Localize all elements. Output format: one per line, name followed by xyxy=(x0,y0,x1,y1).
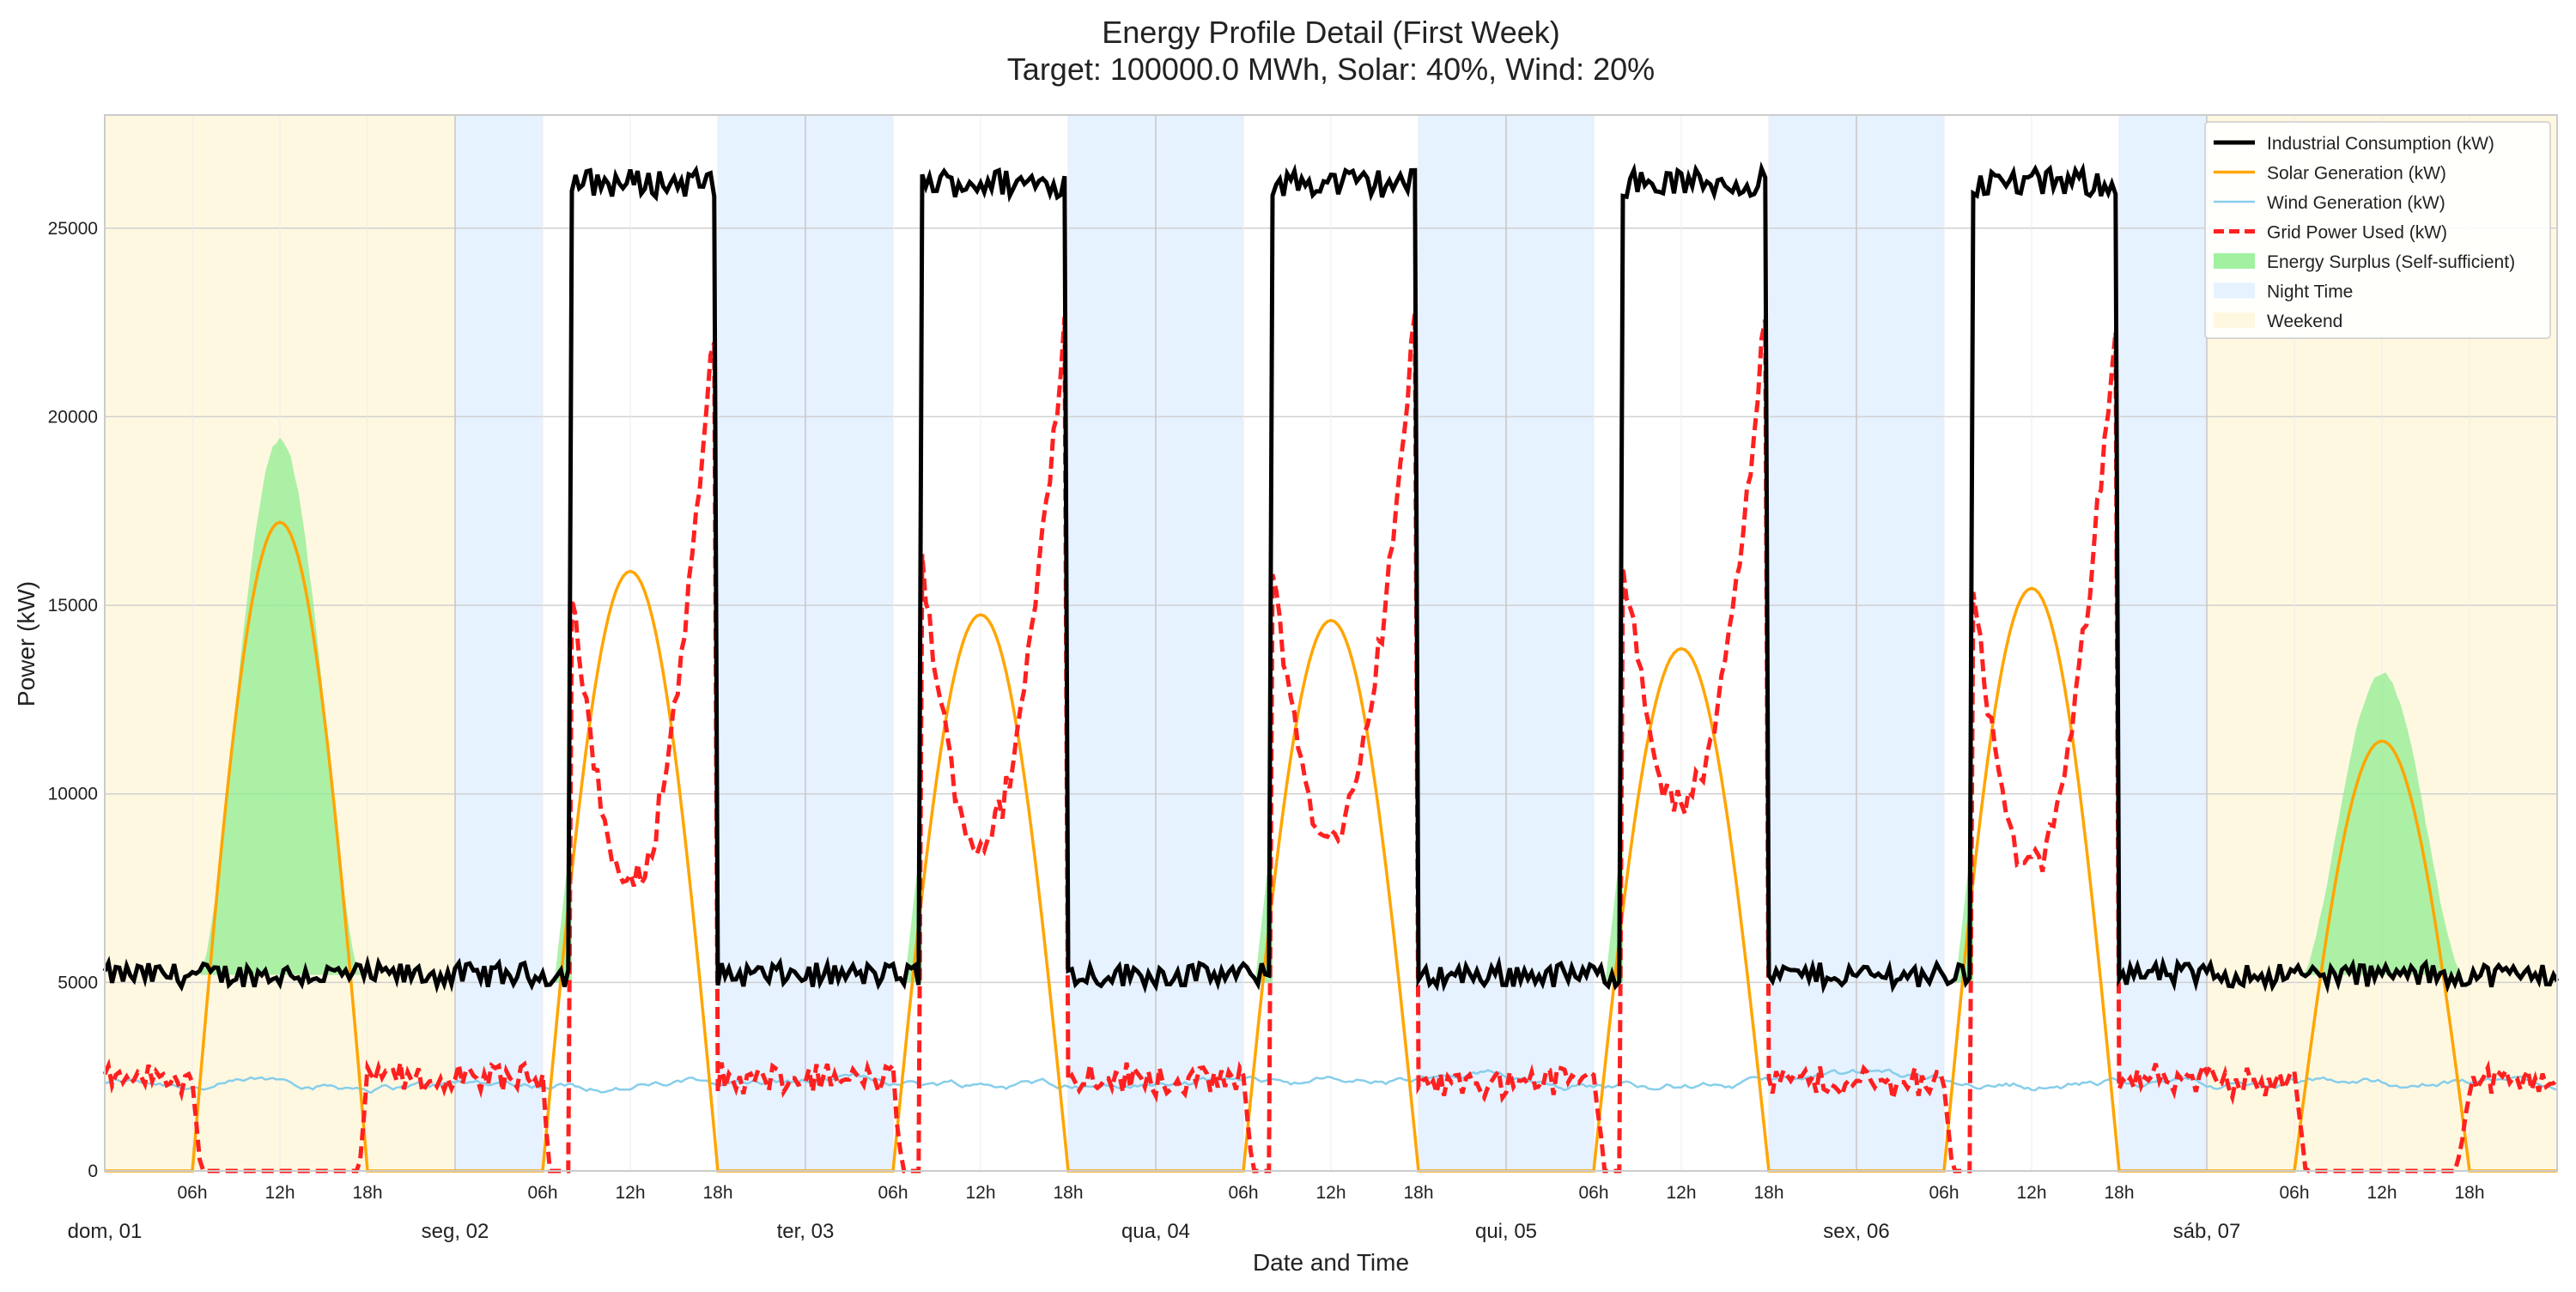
surplus-area xyxy=(199,437,361,977)
legend-swatch-night xyxy=(2214,282,2255,299)
x-hour-tick-label: 12h xyxy=(2016,1183,2046,1203)
night-band xyxy=(718,115,805,1171)
x-hour-tick-label: 06h xyxy=(527,1183,557,1203)
legend-label-wind: Wind Generation (kW) xyxy=(2267,193,2445,213)
y-axis-label: Power (kW) xyxy=(13,581,39,707)
night-band xyxy=(455,115,543,1171)
chart-title-line1: Energy Profile Detail (First Week) xyxy=(1102,15,1559,50)
y-tick-label: 20000 xyxy=(48,407,98,427)
legend-label-weekend: Weekend xyxy=(2267,312,2342,331)
y-tick-label: 25000 xyxy=(48,219,98,239)
legend-label-grid: Grid Power Used (kW) xyxy=(2267,223,2447,243)
night-band xyxy=(1156,115,1243,1171)
x-hour-tick-label: 18h xyxy=(352,1183,382,1203)
legend-swatch-surplus xyxy=(2214,253,2255,269)
x-day-tick-label: qua, 04 xyxy=(1121,1220,1190,1243)
x-hour-tick-label: 12h xyxy=(1666,1183,1696,1203)
legend-box xyxy=(2204,121,2551,339)
x-hour-tick-label: 06h xyxy=(177,1183,207,1203)
surplus-area xyxy=(2301,672,2463,976)
legend-swatch-weekend xyxy=(2214,312,2255,328)
legend-label-surplus: Energy Surplus (Self-sufficient) xyxy=(2267,252,2515,272)
x-day-tick-label: sáb, 07 xyxy=(2173,1220,2241,1243)
x-hour-tick-label: 18h xyxy=(2104,1183,2134,1203)
plot-area: 0 5000 10000 15000 20000 25000 06h 12h 18h dom, 0… xyxy=(48,114,2560,1243)
series-consumption-line xyxy=(102,161,2560,994)
x-hour-tick-label: 06h xyxy=(2279,1183,2309,1203)
x-hour-tick-label: 12h xyxy=(965,1183,995,1203)
legend-label-solar: Solar Generation (kW) xyxy=(2267,164,2446,184)
night-band xyxy=(1419,115,1506,1171)
x-hour-tick-label: 18h xyxy=(1403,1183,1433,1203)
x-day-tick-label: dom, 01 xyxy=(68,1220,143,1243)
x-day-tick-label: ter, 03 xyxy=(777,1220,835,1243)
legend-label-night: Night Time xyxy=(2267,282,2353,302)
y-tick-label: 5000 xyxy=(58,973,98,992)
x-hour-tick-label: 18h xyxy=(1753,1183,1783,1203)
x-axis-label: Date and Time xyxy=(1253,1249,1409,1276)
x-hour-tick-label: 06h xyxy=(878,1183,908,1203)
x-day-tick-label: seg, 02 xyxy=(422,1220,489,1243)
x-hour-tick-label: 12h xyxy=(1315,1183,1346,1203)
x-hour-tick-label: 06h xyxy=(1578,1183,1608,1203)
x-hour-tick-label: 06h xyxy=(1228,1183,1258,1203)
x-day-tick-label: qui, 05 xyxy=(1475,1220,1537,1243)
y-tick-label: 10000 xyxy=(48,785,98,804)
x-hour-tick-label: 12h xyxy=(615,1183,645,1203)
y-tick-label: 0 xyxy=(88,1162,98,1181)
series-wind-line xyxy=(104,1068,2558,1095)
series-grid-line xyxy=(102,312,2559,1174)
night-band xyxy=(1856,115,1944,1171)
x-hour-tick-label: 18h xyxy=(2454,1183,2484,1203)
plot-frame xyxy=(104,114,2558,1172)
night-band xyxy=(1068,115,1156,1171)
x-hour-tick-label: 18h xyxy=(702,1183,732,1203)
chart-title-line2: Target: 100000.0 MWh, Solar: 40%, Wind: … xyxy=(1007,52,1655,87)
legend: Industrial Consumption (kW) Solar Generat… xyxy=(2204,121,2551,339)
night-band xyxy=(1769,115,1856,1171)
legend-label-consumption: Industrial Consumption (kW) xyxy=(2267,134,2494,154)
night-band xyxy=(805,115,893,1171)
x-hour-tick-label: 18h xyxy=(1053,1183,1083,1203)
x-hour-tick-label: 12h xyxy=(2366,1183,2397,1203)
night-band xyxy=(2119,115,2207,1171)
x-hour-tick-label: 12h xyxy=(264,1183,295,1203)
x-hour-tick-label: 06h xyxy=(1929,1183,1959,1203)
x-day-tick-label: sex, 06 xyxy=(1823,1220,1889,1243)
y-tick-label: 15000 xyxy=(48,596,98,616)
night-band xyxy=(1506,115,1594,1171)
